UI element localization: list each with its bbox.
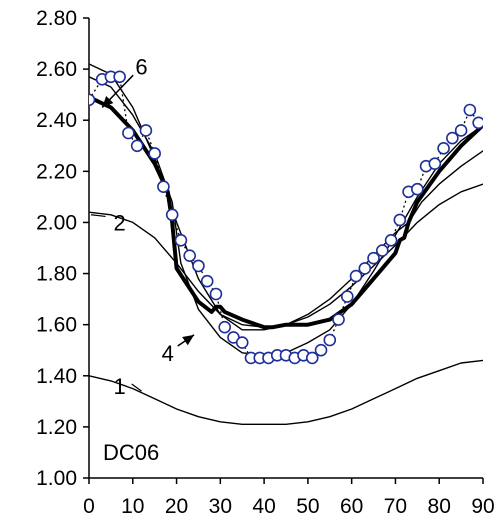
data-point-marker — [157, 180, 170, 193]
panel-label: DC06 — [103, 440, 159, 465]
y-tick-label: 2.60 — [36, 58, 77, 81]
data-point-marker — [376, 244, 389, 257]
annotation-arrow-head — [102, 96, 114, 108]
curve-label: 1 — [114, 374, 126, 399]
data-point-marker — [472, 116, 483, 130]
x-tick-label: 50 — [296, 495, 319, 518]
curve-label: 6 — [135, 55, 147, 80]
data-point-marker — [384, 234, 398, 247]
data-point-marker — [428, 157, 442, 170]
y-tick-label: 2.20 — [36, 160, 77, 183]
series-line-1 — [89, 359, 483, 425]
annotation-arrow-head — [182, 334, 195, 346]
data-point-marker — [122, 126, 135, 140]
x-tick-label: 80 — [428, 495, 451, 518]
x-tick-label: 20 — [165, 495, 188, 518]
data-point-marker — [437, 142, 450, 155]
data-point-marker — [463, 103, 477, 117]
data-point-marker — [349, 269, 363, 283]
annotation-layer: 6 2 4 1 — [90, 55, 195, 399]
data-point-marker — [340, 290, 354, 303]
data-point-marker — [174, 234, 188, 247]
series-line-thin-upper — [89, 63, 483, 331]
data-point-marker — [130, 139, 144, 153]
annotation-leader-line — [131, 383, 142, 392]
x-tick-label: 60 — [340, 495, 363, 518]
series-measured-line — [89, 76, 480, 359]
x-tick-label: 30 — [209, 495, 232, 518]
data-point-marker — [89, 93, 96, 107]
curve-label: 2 — [114, 210, 126, 235]
axes: 1.00 1.20 1.40 1.60 1.80 2.00 2.20 2.40 2.60 2.80… — [36, 7, 495, 518]
y-tick-label: 1.20 — [36, 416, 77, 439]
data-point-marker — [183, 249, 196, 262]
data-point-marker — [218, 320, 232, 334]
y-tick-label: 2.40 — [36, 109, 77, 132]
series-line-4 — [89, 76, 483, 356]
curve-label: 4 — [162, 341, 174, 366]
x-tick-label: 70 — [384, 495, 407, 518]
x-tick-label: 10 — [121, 495, 144, 518]
data-point-marker — [367, 251, 380, 265]
series-line-6 — [89, 95, 483, 330]
data-point-marker — [393, 213, 407, 227]
y-tick-label: 2.00 — [36, 211, 77, 234]
data-point-marker — [165, 208, 179, 222]
data-point-marker — [411, 182, 424, 196]
data-point-marker — [235, 336, 249, 349]
data-point-marker — [305, 351, 319, 365]
data-point-marker — [209, 287, 223, 301]
data-point-marker — [113, 70, 126, 84]
data-point-marker — [454, 124, 468, 137]
data-point-marker — [192, 259, 205, 273]
x-tick-label: 0 — [83, 495, 95, 518]
data-point-marker — [446, 131, 459, 145]
y-tick-label: 2.80 — [36, 7, 77, 30]
annotation-leader-line — [90, 214, 106, 218]
data-point-marker — [358, 262, 372, 275]
y-tick-label: 1.80 — [36, 263, 77, 286]
data-point-marker — [332, 313, 345, 326]
data-point-marker — [139, 124, 153, 137]
series-line-2 — [89, 183, 483, 328]
y-tick-label: 1.00 — [36, 467, 77, 490]
series-layer — [89, 63, 483, 425]
data-point-marker — [323, 333, 337, 347]
data-point-marker — [314, 343, 328, 357]
y-tick-label: 1.60 — [36, 314, 77, 337]
data-point-marker — [200, 274, 214, 288]
y-tick-label: 1.40 — [36, 365, 77, 388]
x-tick-label: 40 — [252, 495, 275, 518]
x-tick-label: 90 — [471, 495, 494, 518]
data-point-marker — [148, 147, 161, 160]
